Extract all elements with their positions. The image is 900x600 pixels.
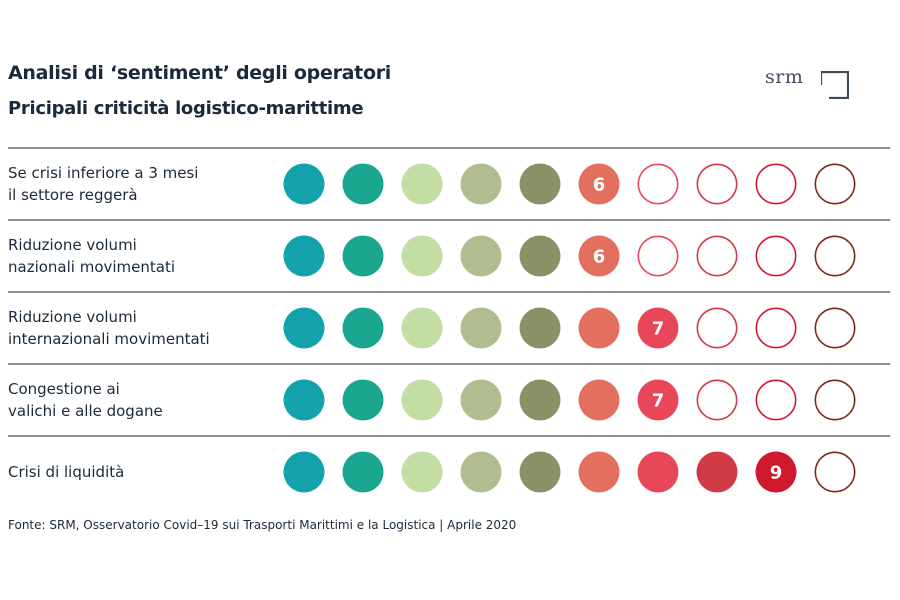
empty-dot <box>696 307 738 349</box>
empty-dot <box>814 163 856 205</box>
filled-dot <box>637 451 679 493</box>
filled-dot <box>283 379 325 421</box>
filled-dot <box>342 235 384 277</box>
score-label: 7 <box>652 319 665 340</box>
empty-dot <box>755 379 797 421</box>
srm-logo-text: srm <box>765 66 804 88</box>
score-label: 6 <box>593 247 606 268</box>
sentiment-row: Crisi di liquidità 9 <box>8 451 856 493</box>
score-label: 7 <box>652 391 665 412</box>
filled-dot <box>283 163 325 205</box>
filled-dot <box>637 307 679 349</box>
filled-dot <box>519 451 561 493</box>
empty-dot <box>637 235 679 277</box>
score-label: 6 <box>593 175 606 196</box>
empty-dot <box>814 379 856 421</box>
filled-dot <box>401 379 443 421</box>
source-note: Fonte: SRM, Osservatorio Covid–19 sui Tr… <box>8 518 517 532</box>
filled-dot <box>283 307 325 349</box>
filled-dot <box>755 451 797 493</box>
row-label: Congestione ai <box>8 380 120 398</box>
row-label: Riduzione volumi <box>8 236 137 254</box>
row-label: il settore reggerà <box>8 186 138 204</box>
filled-dot <box>519 163 561 205</box>
sentiment-row: Riduzione volumi nazionali movimentati 6 <box>8 235 856 277</box>
sentiment-row: Se crisi inferiore a 3 mesi il settore re… <box>8 163 856 205</box>
chart-subtitle: Pricipali criticità logistico-marittime <box>8 98 364 119</box>
empty-dot <box>696 163 738 205</box>
filled-dot <box>696 451 738 493</box>
empty-dot <box>755 163 797 205</box>
filled-dot <box>401 235 443 277</box>
filled-dot <box>519 379 561 421</box>
row-label: nazionali movimentati <box>8 258 175 276</box>
row-label: valichi e alle dogane <box>8 402 163 420</box>
sentiment-chart: Se crisi inferiore a 3 mesi il settore re… <box>8 147 890 493</box>
filled-dot <box>342 379 384 421</box>
filled-dot <box>637 379 679 421</box>
row-label: Se crisi inferiore a 3 mesi <box>8 164 198 182</box>
filled-dot <box>578 451 620 493</box>
chart-title: Analisi di ‘sentiment’ degli operatori <box>8 62 391 84</box>
filled-dot <box>460 307 502 349</box>
empty-dot <box>814 307 856 349</box>
empty-dot <box>696 235 738 277</box>
filled-dot <box>519 307 561 349</box>
filled-dot <box>460 163 502 205</box>
filled-dot <box>283 451 325 493</box>
filled-dot <box>342 451 384 493</box>
sentiment-row: Congestione ai valichi e alle dogane 7 <box>8 379 856 421</box>
filled-dot <box>578 235 620 277</box>
empty-dot <box>814 235 856 277</box>
filled-dot <box>342 163 384 205</box>
filled-dot <box>460 379 502 421</box>
srm-logo-mark <box>821 71 849 99</box>
row-label: internazionali movimentati <box>8 330 210 348</box>
filled-dot <box>460 451 502 493</box>
empty-dot <box>637 163 679 205</box>
empty-dot <box>755 307 797 349</box>
row-label: Riduzione volumi <box>8 308 137 326</box>
filled-dot <box>578 307 620 349</box>
empty-dot <box>755 235 797 277</box>
srm-logo: srm <box>765 66 857 104</box>
filled-dot <box>519 235 561 277</box>
filled-dot <box>401 163 443 205</box>
empty-dot <box>814 451 856 493</box>
filled-dot <box>578 163 620 205</box>
score-label: 9 <box>770 463 783 484</box>
filled-dot <box>401 307 443 349</box>
filled-dot <box>460 235 502 277</box>
filled-dot <box>578 379 620 421</box>
filled-dot <box>342 307 384 349</box>
filled-dot <box>283 235 325 277</box>
sentiment-row: Riduzione volumi internazionali movimenta… <box>8 307 856 349</box>
row-label: Crisi di liquidità <box>8 463 124 481</box>
empty-dot <box>696 379 738 421</box>
filled-dot <box>401 451 443 493</box>
